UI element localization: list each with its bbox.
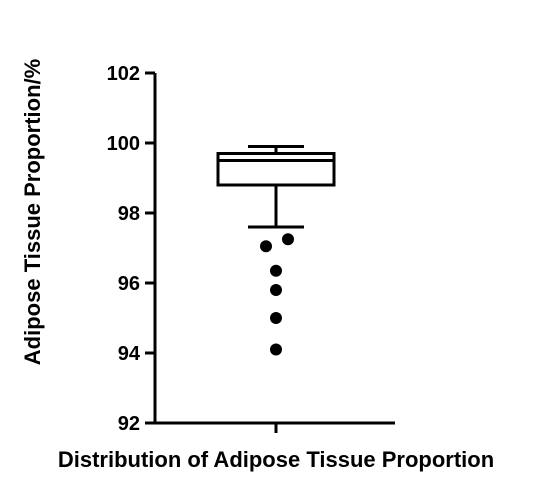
- outlier-point: [270, 264, 282, 277]
- axes: 92 94 96 98 100 102: [107, 63, 395, 435]
- outlier-point: [282, 233, 294, 246]
- outlier-point: [270, 343, 282, 356]
- interquartile-box: [216, 152, 336, 187]
- y-tick-label: 100: [107, 133, 140, 155]
- y-tick-label: 96: [118, 273, 140, 295]
- plot-area: [216, 145, 336, 356]
- outlier-point: [260, 240, 272, 253]
- y-axis-title: Adipose Tissue Proportion/%: [20, 59, 45, 365]
- outlier-point: [270, 284, 282, 296]
- y-tick-label: 98: [118, 203, 140, 225]
- y-tick-label: 92: [118, 413, 140, 435]
- outlier-point: [270, 312, 282, 324]
- y-tick-label: 102: [107, 63, 140, 85]
- x-axis-title: Distribution of Adipose Tissue Proportio…: [58, 447, 494, 472]
- y-tick-label: 94: [118, 343, 141, 365]
